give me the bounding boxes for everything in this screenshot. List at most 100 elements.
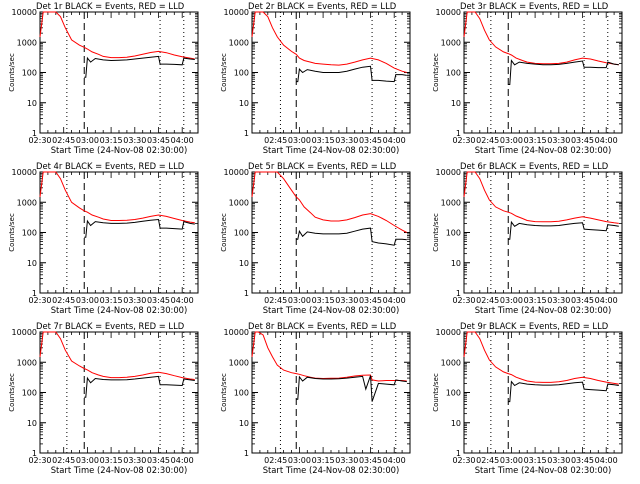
events-series-line xyxy=(296,227,407,246)
panel-title: Det 5r BLACK = Events, RED = LLD xyxy=(248,161,396,171)
y-tick-label: 10 xyxy=(239,419,249,428)
panel-title: Det 4r BLACK = Events, RED = LLD xyxy=(36,161,184,171)
y-tick-label: 100 xyxy=(446,389,461,398)
x-tick-label: 02:30 xyxy=(28,136,51,145)
lld-series-line xyxy=(251,171,408,233)
y-axis-label: Counts/sec xyxy=(220,213,228,252)
x-tick-label: 04:00 xyxy=(171,296,194,305)
y-tick-label: 1000 xyxy=(17,358,37,367)
plot-frame xyxy=(39,171,199,294)
y-tick-label: 10 xyxy=(239,259,249,268)
x-tick-label: 03:00 xyxy=(500,456,523,465)
x-tick-label: 02:45 xyxy=(264,456,287,465)
x-tick-label: 03:30 xyxy=(123,456,146,465)
x-tick-label: 03:45 xyxy=(359,296,382,305)
y-tick-label: 10 xyxy=(451,259,461,268)
y-tick-label: 1 xyxy=(456,289,461,298)
detector-panel-9: Det 9r BLACK = Events, RED = LLD 1 10 100 10… xyxy=(432,321,623,475)
x-tick-label: 03:30 xyxy=(123,296,146,305)
detector-panel-7: Det 7r BLACK = Events, RED = LLD 1 10 100 10… xyxy=(8,321,199,475)
panel-title: Det 7r BLACK = Events, RED = LLD xyxy=(36,321,184,331)
plot-frame xyxy=(39,11,199,134)
x-tick-label: 03:30 xyxy=(335,136,358,145)
y-tick-label: 10000 xyxy=(12,168,37,177)
x-tick-label: 02:30 xyxy=(28,456,51,465)
events-series-line xyxy=(508,380,619,403)
x-tick-label: 02:45 xyxy=(52,456,75,465)
x-tick-label: 03:15 xyxy=(100,456,123,465)
x-tick-label: 02:45 xyxy=(476,136,499,145)
y-tick-label: 10000 xyxy=(224,8,249,17)
x-axis-label: Start Time (24-Nov-08 02:30:00) xyxy=(475,465,612,475)
y-tick-label: 1 xyxy=(32,449,37,458)
y-tick-label: 1000 xyxy=(441,198,461,207)
y-tick-label: 1000 xyxy=(229,198,249,207)
y-tick-label: 10000 xyxy=(436,8,461,17)
x-tick-label: 03:15 xyxy=(100,136,123,145)
plot-frame xyxy=(251,171,411,294)
y-axis-label: Counts/sec xyxy=(220,53,228,92)
y-tick-label: 1 xyxy=(244,289,249,298)
x-axis-label: Start Time (24-Nov-08 02:30:00) xyxy=(475,145,612,155)
y-axis-label: Counts/sec xyxy=(432,373,440,412)
detector-panel-1: Det 1r BLACK = Events, RED = LLD 1 10 100 10… xyxy=(8,1,199,155)
panel-title: Det 6r BLACK = Events, RED = LLD xyxy=(460,161,608,171)
y-tick-label: 100 xyxy=(234,229,249,238)
x-tick-label: 03:45 xyxy=(571,456,594,465)
x-tick-label: 02:45 xyxy=(264,296,287,305)
x-tick-label: 03:30 xyxy=(547,136,570,145)
y-tick-label: 100 xyxy=(22,389,37,398)
y-tick-label: 1000 xyxy=(17,198,37,207)
x-tick-label: 03:15 xyxy=(312,296,335,305)
x-tick-label: 04:00 xyxy=(595,296,618,305)
x-tick-label: 03:45 xyxy=(147,296,170,305)
events-series-line xyxy=(508,59,619,85)
y-tick-label: 10000 xyxy=(436,168,461,177)
x-tick-label: 03:00 xyxy=(288,296,311,305)
x-tick-label: 03:15 xyxy=(524,136,547,145)
y-tick-label: 100 xyxy=(234,389,249,398)
y-tick-label: 10 xyxy=(27,259,37,268)
x-tick-label: 03:15 xyxy=(312,136,335,145)
y-tick-label: 1000 xyxy=(441,38,461,47)
x-tick-label: 02:30 xyxy=(452,456,475,465)
x-tick-label: 03:15 xyxy=(312,456,335,465)
x-tick-label: 03:30 xyxy=(335,296,358,305)
y-axis-label: Counts/sec xyxy=(432,53,440,92)
y-tick-label: 10000 xyxy=(12,328,37,337)
x-tick-label: 03:45 xyxy=(147,136,170,145)
y-tick-label: 10 xyxy=(451,419,461,428)
lld-series-line xyxy=(39,11,195,60)
x-axis-label: Start Time (24-Nov-08 02:30:00) xyxy=(51,145,188,155)
panel-title: Det 8r BLACK = Events, RED = LLD xyxy=(248,321,396,331)
x-axis-label: Start Time (24-Nov-08 02:30:00) xyxy=(263,465,400,475)
y-tick-label: 1000 xyxy=(229,38,249,47)
x-tick-label: 02:45 xyxy=(52,296,75,305)
events-series-line xyxy=(84,375,195,398)
y-tick-label: 10000 xyxy=(12,8,37,17)
x-tick-label: 04:00 xyxy=(595,136,618,145)
panel-title: Det 1r BLACK = Events, RED = LLD xyxy=(36,1,184,11)
events-series-line xyxy=(84,55,195,78)
y-tick-label: 1 xyxy=(32,289,37,298)
plot-frame xyxy=(39,331,199,454)
x-axis-label: Start Time (24-Nov-08 02:30:00) xyxy=(51,305,188,315)
plot-frame xyxy=(463,11,623,134)
y-tick-label: 100 xyxy=(234,69,249,78)
x-tick-label: 03:45 xyxy=(571,136,594,145)
y-tick-label: 100 xyxy=(446,229,461,238)
y-axis-label: Counts/sec xyxy=(8,213,16,252)
x-tick-label: 02:45 xyxy=(476,296,499,305)
y-axis-label: Counts/sec xyxy=(8,373,16,412)
x-tick-label: 03:15 xyxy=(100,296,123,305)
y-axis-label: Counts/sec xyxy=(8,53,16,92)
x-tick-label: 02:30 xyxy=(452,136,475,145)
y-tick-label: 1 xyxy=(244,449,249,458)
events-series-line xyxy=(296,375,407,402)
lld-series-line xyxy=(463,171,619,224)
events-series-line xyxy=(508,220,619,240)
y-tick-label: 1 xyxy=(244,129,249,138)
panel-title: Det 9r BLACK = Events, RED = LLD xyxy=(460,321,608,331)
x-tick-label: 03:30 xyxy=(123,136,146,145)
